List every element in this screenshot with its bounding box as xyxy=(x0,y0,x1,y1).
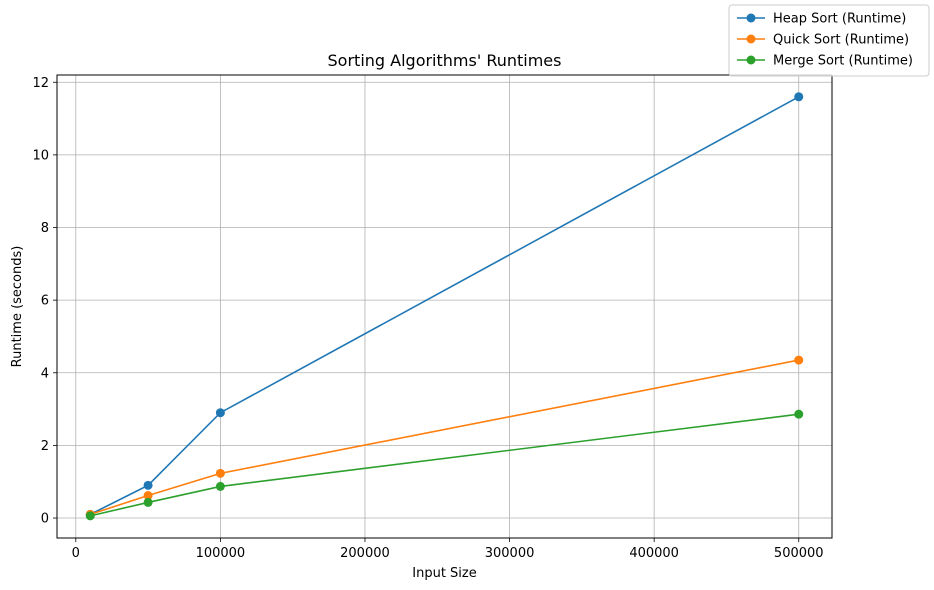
data-point xyxy=(215,481,225,491)
x-tick-label: 0 xyxy=(72,546,80,561)
data-point xyxy=(215,408,225,418)
data-point xyxy=(215,468,225,478)
legend-item: Heap Sort (Runtime) xyxy=(737,12,906,27)
legend-label: Heap Sort (Runtime) xyxy=(773,12,906,27)
data-point xyxy=(143,491,153,501)
data-point xyxy=(794,409,804,419)
series-2 xyxy=(85,355,804,519)
series-line xyxy=(89,96,800,516)
series-1 xyxy=(85,92,804,519)
y-tick-label: 10 xyxy=(32,148,49,163)
legend-marker xyxy=(746,13,756,23)
data-point xyxy=(143,497,153,507)
x-tick-label: 100000 xyxy=(196,546,246,561)
y-tick-label: 4 xyxy=(41,366,49,381)
plot-frame xyxy=(56,74,833,539)
y-axis-title: Runtime (seconds) xyxy=(10,246,25,368)
data-point xyxy=(794,355,804,365)
y-tick-label: 2 xyxy=(41,439,49,454)
data-point xyxy=(794,92,804,102)
legend-label: Merge Sort (Runtime) xyxy=(773,54,913,69)
legend-label: Quick Sort (Runtime) xyxy=(773,33,909,48)
axis-ticks: 0 100000 200000 300000 400000 500000 0 2 4 6 8 10 12 xyxy=(32,76,823,561)
legend-marker xyxy=(746,34,756,44)
y-tick-label: 6 xyxy=(41,294,49,309)
data-point xyxy=(143,480,153,490)
y-tick-label: 0 xyxy=(41,512,49,527)
legend-frame xyxy=(728,4,930,77)
x-tick-label: 400000 xyxy=(629,546,679,561)
data-point xyxy=(85,511,95,521)
series-line xyxy=(90,413,799,517)
series-line xyxy=(90,359,799,516)
series-layer xyxy=(85,92,804,521)
x-tick-label: 300000 xyxy=(485,546,535,561)
legend: Heap Sort (Runtime) Quick Sort (Runtime) M… xyxy=(728,4,930,77)
legend-marker xyxy=(746,55,756,65)
x-tick-label: 200000 xyxy=(340,546,390,561)
y-tick-label: 8 xyxy=(41,221,49,236)
y-tick-label: 12 xyxy=(32,76,49,91)
chart-title: Sorting Algorithms' Runtimes xyxy=(328,51,562,70)
legend-item: Quick Sort (Runtime) xyxy=(737,33,909,48)
series-3 xyxy=(85,409,804,521)
x-axis-title: Input Size xyxy=(412,566,476,581)
grid xyxy=(57,75,832,538)
x-tick-label: 500000 xyxy=(774,546,824,561)
legend-item: Merge Sort (Runtime) xyxy=(737,54,913,69)
